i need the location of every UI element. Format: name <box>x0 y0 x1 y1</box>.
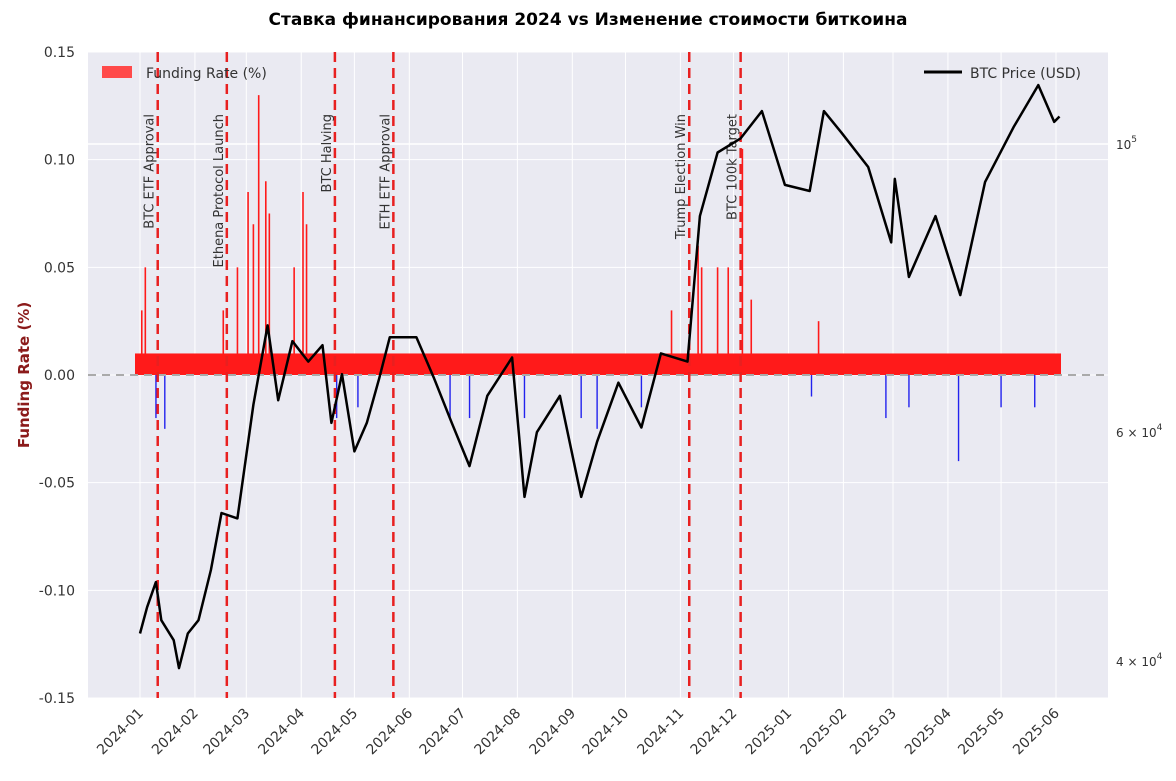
event-label: BTC 100k Target <box>726 114 741 220</box>
x-tick-label: 2024-08 <box>472 706 525 759</box>
y-axis-label: Funding Rate (%) <box>15 302 33 448</box>
x-tick-label: 2024-07 <box>417 706 470 759</box>
left-tick-label: 0.05 <box>44 260 75 276</box>
x-tick-label: 2024-01 <box>94 706 147 759</box>
right-tick-label: 6 × 104 <box>1116 423 1163 440</box>
x-tick-label: 2024-10 <box>580 706 633 759</box>
left-tick-label: 0.00 <box>44 368 75 384</box>
x-tick-label: 2024-02 <box>149 706 202 759</box>
left-tick-label: 0.10 <box>44 153 75 169</box>
event-markers: BTC ETF Approval Ethena Protocol Launch BT… <box>143 52 742 698</box>
right-tick-exp: 4 <box>1157 423 1163 433</box>
x-tick-label: 2024-09 <box>526 706 579 759</box>
x-tick-label: 2025-05 <box>955 706 1008 759</box>
legend-funding: Funding Rate (%) <box>102 66 267 82</box>
left-tick-label: -0.10 <box>39 583 75 599</box>
right-tick-exp: 4 <box>1157 652 1163 662</box>
chart-title: Ставка финансирования 2024 vs Изменение … <box>268 10 908 30</box>
x-tick-label: 2025-01 <box>743 706 796 759</box>
x-tick-label: 2025-02 <box>798 706 851 759</box>
x-tick-label: 2024-11 <box>635 706 688 759</box>
event-label: BTC ETF Approval <box>143 114 158 229</box>
left-tick-label: 0.15 <box>44 45 75 61</box>
x-tick-label: 2025-03 <box>847 706 900 759</box>
left-tick-label: -0.15 <box>39 691 75 707</box>
gridlines <box>88 51 1108 699</box>
right-tick-label: 4 × 104 <box>1116 652 1163 669</box>
event-label: Ethena Protocol Launch <box>212 114 227 267</box>
event-label: Trump Election Win <box>674 114 689 240</box>
right-tick-base: 10 <box>1116 138 1131 152</box>
event-label: BTC Halving <box>320 114 335 192</box>
x-tick-label: 2025-06 <box>1010 705 1063 758</box>
legend-price: BTC Price (USD) <box>924 66 1081 82</box>
legend-label-price: BTC Price (USD) <box>970 66 1081 82</box>
right-tick-label: 105 <box>1116 135 1137 152</box>
left-tick-label: -0.05 <box>39 476 75 492</box>
right-tick-base: 6 × 10 <box>1116 426 1157 440</box>
event-label: ETH ETF Approval <box>378 114 393 230</box>
x-tick-label: 2024-06 <box>363 705 416 758</box>
x-tick-label: 2025-04 <box>902 705 955 758</box>
legend-swatch-funding <box>102 66 132 78</box>
left-axis-ticks: 0.15 0.10 0.05 0.00 -0.05 -0.10 -0.15 <box>39 45 75 707</box>
btc-price-line <box>138 83 1061 670</box>
x-tick-label: 2024-03 <box>200 706 253 759</box>
x-tick-label: 2024-05 <box>309 706 362 759</box>
legend-label-funding: Funding Rate (%) <box>146 66 267 82</box>
x-tick-label: 2024-04 <box>255 705 308 758</box>
right-tick-exp: 5 <box>1131 135 1137 145</box>
right-tick-base: 4 × 10 <box>1116 655 1157 669</box>
x-tick-label: 2024-12 <box>688 706 741 759</box>
